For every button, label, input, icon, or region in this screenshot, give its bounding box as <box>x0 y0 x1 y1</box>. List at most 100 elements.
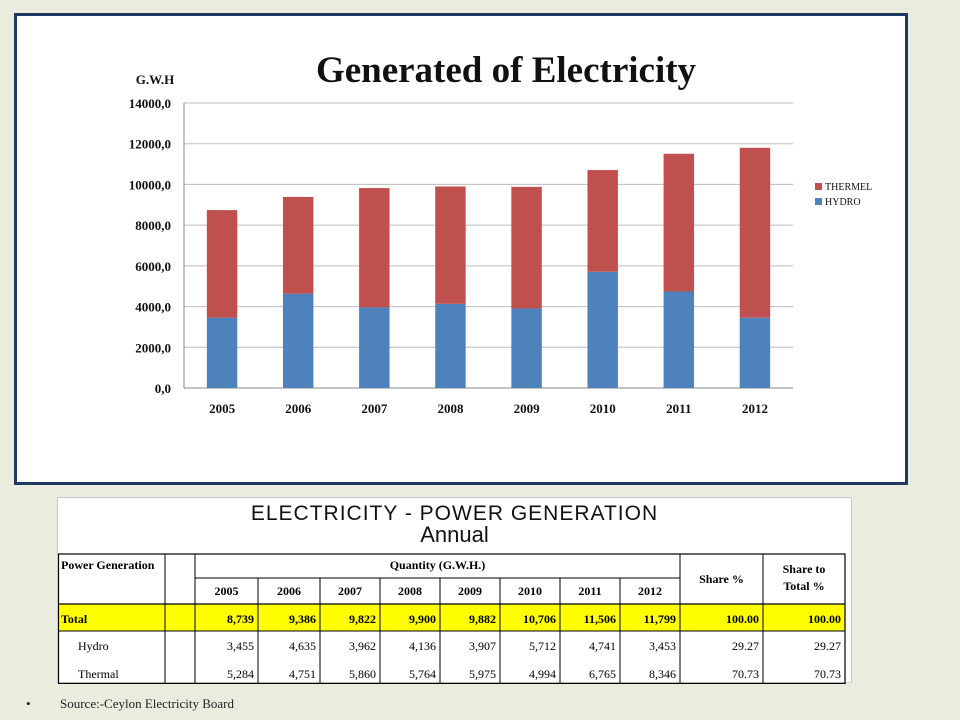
table-subtitle: Annual <box>420 522 489 547</box>
cell-share: 29.27 <box>732 639 759 653</box>
x-tick-label: 2008 <box>437 401 464 416</box>
y-tick-label: 14000,0 <box>129 96 171 111</box>
y-axis-ticks: 0,0 2000,0 4000,0 6000,0 8000,0 10000,0 12000,… <box>129 96 171 396</box>
bar-hydro-2012 <box>739 317 771 388</box>
bar-hydro-2008 <box>435 303 466 388</box>
header-share-total: Total % <box>783 579 824 593</box>
row-label: Thermal <box>78 667 119 681</box>
legend-label-hydro: HYDRO <box>825 197 861 208</box>
cell-value: 5,860 <box>349 667 376 681</box>
cell-value: 10,706 <box>523 612 556 626</box>
total-row-highlight <box>58 604 845 631</box>
source-note: • Source:-Ceylon Electricity Board <box>26 696 234 712</box>
legend-label-thermel: THERMEL <box>825 182 872 193</box>
cell-value: 5,284 <box>227 667 254 681</box>
y-tick-label: 4000,0 <box>135 300 171 315</box>
row-label: Total <box>61 612 88 626</box>
bar-hydro-2007 <box>359 307 390 388</box>
table-title: ELECTRICITY - POWER GENERATION <box>250 502 659 525</box>
cell-value: 11,506 <box>584 612 616 626</box>
cell-value: 5,764 <box>409 667 436 681</box>
y-tick-label: 10000,0 <box>129 177 171 192</box>
header-year: 2005 <box>215 584 239 598</box>
cell-value: 3,453 <box>649 639 676 653</box>
cell-value: 4,751 <box>289 667 316 681</box>
y-tick-label: 12000,0 <box>129 137 171 152</box>
bar-thermel-2007 <box>359 188 390 308</box>
y-axis-unit-label: G.W.H <box>136 72 175 87</box>
cell-value: 6,765 <box>589 667 616 681</box>
table-frame <box>58 553 846 684</box>
cell-value: 4,994 <box>529 667 556 681</box>
header-year: 2012 <box>638 584 662 598</box>
bar-thermel-2011 <box>663 153 695 292</box>
bar-thermel-2009 <box>511 186 542 309</box>
header-year: 2010 <box>518 584 542 598</box>
bar-hydro-2006 <box>282 293 314 388</box>
header-power-generation: Power Generation <box>61 558 155 572</box>
bar-thermel-2006 <box>282 196 314 294</box>
cell-value: 3,907 <box>469 639 496 653</box>
x-tick-label: 2007 <box>361 401 388 416</box>
x-tick-label: 2009 <box>514 401 541 416</box>
legend: THERMEL HYDRO <box>815 182 872 208</box>
row-label: Hydro <box>78 639 109 653</box>
x-tick-label: 2010 <box>590 401 616 416</box>
header-year: 2006 <box>277 584 301 598</box>
bar-thermel-2005 <box>206 210 238 318</box>
cell-share-total: 100.00 <box>808 612 841 626</box>
header-year: 2008 <box>398 584 422 598</box>
gridlines <box>183 102 793 389</box>
cell-value: 3,962 <box>349 639 376 653</box>
cell-value: 11,799 <box>644 612 676 626</box>
legend-swatch-hydro <box>815 198 822 205</box>
bars <box>206 147 771 388</box>
header-year: 2009 <box>458 584 482 598</box>
cell-value: 8,739 <box>227 612 254 626</box>
cell-share-total: 29.27 <box>814 639 841 653</box>
x-tick-label: 2005 <box>209 401 236 416</box>
bar-hydro-2005 <box>206 317 238 388</box>
y-tick-label: 8000,0 <box>135 218 171 233</box>
cell-value: 4,635 <box>289 639 316 653</box>
cell-value: 9,900 <box>409 612 436 626</box>
x-tick-label: 2012 <box>742 401 768 416</box>
bullet-marker: • <box>26 696 31 711</box>
header-year: 2007 <box>338 584 362 598</box>
cell-value: 9,822 <box>349 612 376 626</box>
header-share-total: Share to <box>783 562 826 576</box>
cell-share: 100.00 <box>726 612 759 626</box>
cell-value: 5,975 <box>469 667 496 681</box>
cell-share: 70.73 <box>732 667 759 681</box>
power-generation-table: Power Generation Quantity (G.W.H.) Share %… <box>58 553 846 684</box>
x-tick-label: 2006 <box>285 401 312 416</box>
cell-value: 8,346 <box>649 667 676 681</box>
header-share: Share % <box>699 572 744 586</box>
bar-thermel-2012 <box>739 147 771 318</box>
cell-value: 9,882 <box>469 612 496 626</box>
bar-hydro-2009 <box>511 308 542 388</box>
power-generation-table-panel: ELECTRICITY - POWER GENERATION Annual Po… <box>57 497 852 684</box>
bar-thermel-2010 <box>587 170 618 272</box>
x-axis-ticks: 2005 2006 2007 2008 2009 2010 2011 2012 <box>209 401 768 416</box>
y-tick-label: 0,0 <box>155 381 171 396</box>
y-tick-label: 6000,0 <box>135 259 171 274</box>
x-tick-label: 2011 <box>666 401 691 416</box>
header-year: 2011 <box>578 584 601 598</box>
stacked-bar-chart: Generated of Electricity G.W.H 0,0 2000,0… <box>129 50 872 416</box>
cell-value: 4,741 <box>589 639 616 653</box>
cell-value: 9,386 <box>289 612 316 626</box>
bar-hydro-2010 <box>587 271 618 388</box>
legend-swatch-thermel <box>815 183 822 190</box>
source-text: Source:-Ceylon Electricity Board <box>60 696 235 711</box>
y-tick-label: 2000,0 <box>135 340 171 355</box>
cell-value: 5,712 <box>529 639 556 653</box>
chart-panel: Generated of Electricity G.W.H 0,0 2000,0… <box>14 13 908 485</box>
header-quantity: Quantity (G.W.H.) <box>390 558 486 572</box>
cell-value: 3,455 <box>227 639 254 653</box>
cell-share-total: 70.73 <box>814 667 841 681</box>
cell-value: 4,136 <box>409 639 436 653</box>
bar-thermel-2008 <box>435 186 466 304</box>
bar-hydro-2011 <box>663 291 695 388</box>
chart-title: Generated of Electricity <box>316 50 697 91</box>
